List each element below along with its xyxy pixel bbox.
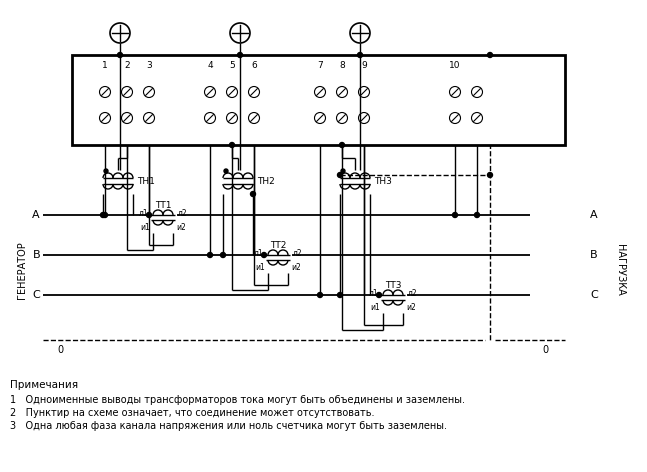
Text: ТН2: ТН2	[257, 177, 275, 185]
Text: 0: 0	[57, 345, 63, 355]
Text: НАГРУЗКА: НАГРУЗКА	[615, 244, 625, 296]
Circle shape	[221, 253, 226, 258]
Circle shape	[487, 172, 492, 177]
Text: л2: л2	[293, 248, 303, 258]
Text: 0: 0	[542, 345, 548, 355]
Text: ТТ1: ТТ1	[155, 201, 171, 210]
Text: ГЕНЕРАТОР: ГЕНЕРАТОР	[17, 241, 27, 299]
Text: ТН1: ТН1	[137, 177, 155, 185]
Text: и2: и2	[176, 224, 186, 233]
Text: 1   Одноименные выводы трансформаторов тока могут быть объединены и заземлены.: 1 Одноименные выводы трансформаторов ток…	[10, 395, 465, 405]
Text: 3: 3	[146, 60, 152, 69]
Text: A: A	[32, 210, 40, 220]
Text: A: A	[590, 210, 598, 220]
Text: и1: и1	[256, 263, 265, 272]
Text: 7: 7	[317, 60, 323, 69]
Text: ТН3: ТН3	[374, 177, 392, 185]
Text: C: C	[590, 290, 598, 300]
Text: 1: 1	[102, 60, 108, 69]
Text: Примечания: Примечания	[10, 380, 78, 390]
Text: и1: и1	[140, 224, 150, 233]
Text: л1: л1	[138, 209, 148, 218]
Text: 8: 8	[339, 60, 345, 69]
Text: и1: и1	[370, 303, 380, 312]
Circle shape	[100, 212, 105, 218]
Circle shape	[250, 192, 256, 196]
Text: B: B	[590, 250, 598, 260]
Circle shape	[208, 253, 212, 258]
Circle shape	[452, 212, 457, 218]
Circle shape	[102, 212, 107, 218]
Circle shape	[487, 52, 492, 58]
Circle shape	[261, 253, 267, 258]
Text: л2: л2	[408, 288, 417, 297]
Text: л1: л1	[254, 248, 263, 258]
Text: 4: 4	[207, 60, 213, 69]
Circle shape	[118, 52, 122, 58]
Text: 2: 2	[124, 60, 130, 69]
Circle shape	[377, 293, 382, 297]
Text: 3   Одна любая фаза канала напряжения или ноль счетчика могут быть заземлены.: 3 Одна любая фаза канала напряжения или …	[10, 421, 447, 431]
Text: 9: 9	[361, 60, 367, 69]
Text: C: C	[32, 290, 40, 300]
Text: 5: 5	[229, 60, 235, 69]
Circle shape	[474, 212, 479, 218]
Text: 2   Пунктир на схеме означает, что соединение может отсутствовать.: 2 Пунктир на схеме означает, что соедине…	[10, 408, 375, 418]
Text: и2: и2	[406, 303, 416, 312]
Circle shape	[338, 293, 342, 297]
Circle shape	[318, 293, 322, 297]
Circle shape	[358, 52, 362, 58]
Circle shape	[104, 169, 108, 173]
Circle shape	[230, 143, 234, 147]
Bar	[72, 55, 565, 145]
Text: B: B	[32, 250, 40, 260]
Text: ТТ2: ТТ2	[270, 241, 286, 250]
Text: 10: 10	[449, 60, 461, 69]
Circle shape	[341, 169, 345, 173]
Text: л1: л1	[368, 288, 378, 297]
Circle shape	[237, 52, 243, 58]
Text: и2: и2	[291, 263, 301, 272]
Circle shape	[224, 169, 228, 173]
Text: 6: 6	[251, 60, 257, 69]
Text: ТТ3: ТТ3	[385, 280, 401, 289]
Text: л2: л2	[178, 209, 188, 218]
Circle shape	[340, 143, 344, 147]
Circle shape	[146, 212, 151, 218]
Circle shape	[338, 172, 342, 177]
